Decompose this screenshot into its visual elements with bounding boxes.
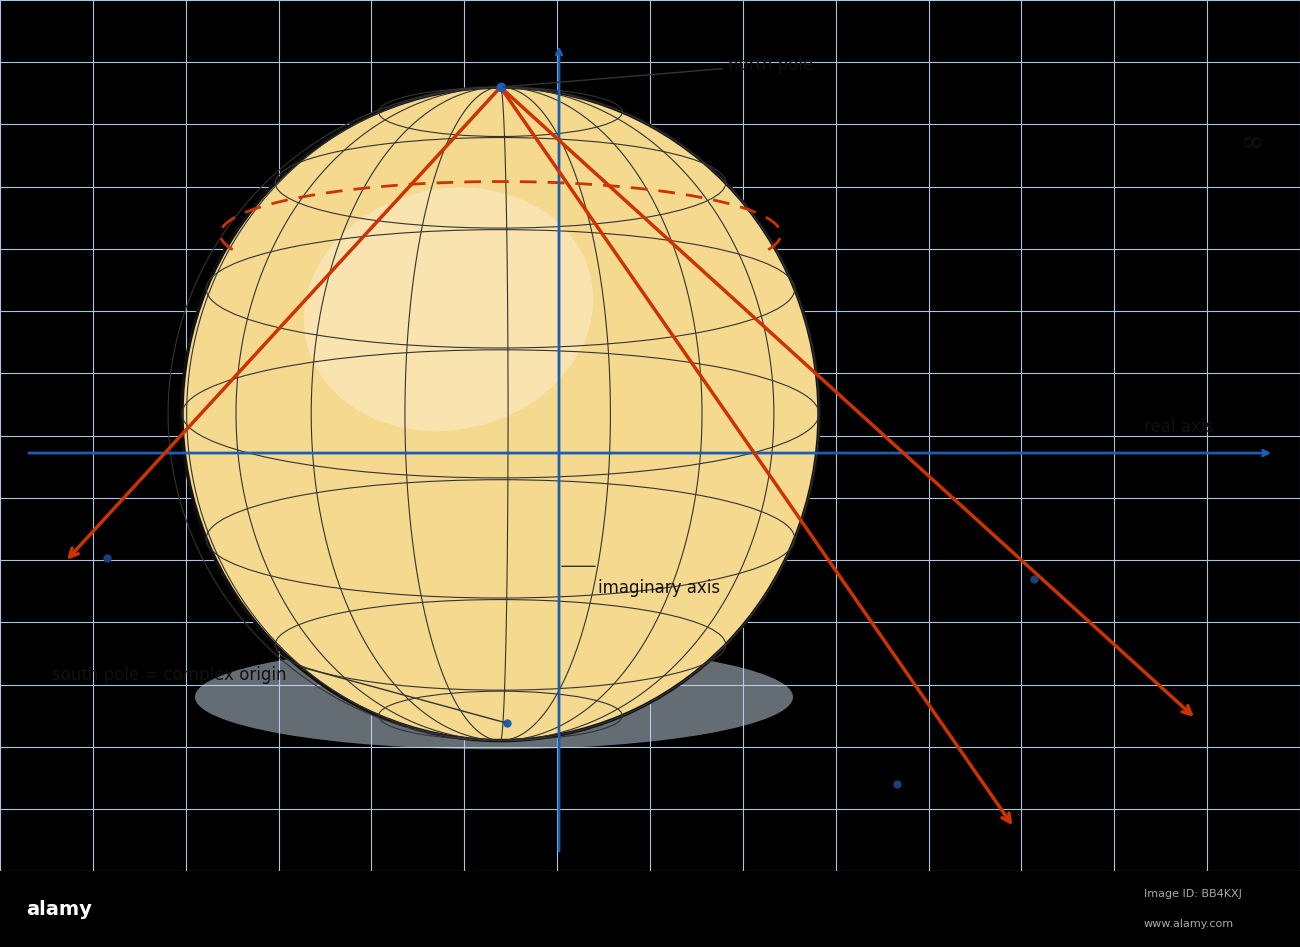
Text: real axis: real axis bbox=[1144, 418, 1214, 436]
Ellipse shape bbox=[304, 188, 593, 431]
Ellipse shape bbox=[182, 87, 819, 741]
Text: north pole: north pole bbox=[503, 56, 814, 87]
Ellipse shape bbox=[195, 645, 793, 749]
Text: www.alamy.com: www.alamy.com bbox=[1144, 920, 1234, 929]
Text: imaginary axis: imaginary axis bbox=[598, 579, 720, 598]
Text: south pole = complex origin: south pole = complex origin bbox=[52, 666, 286, 685]
Text: ∞: ∞ bbox=[1242, 131, 1265, 157]
Text: Image ID: BB4KXJ: Image ID: BB4KXJ bbox=[1144, 889, 1242, 899]
Text: alamy: alamy bbox=[26, 900, 92, 919]
